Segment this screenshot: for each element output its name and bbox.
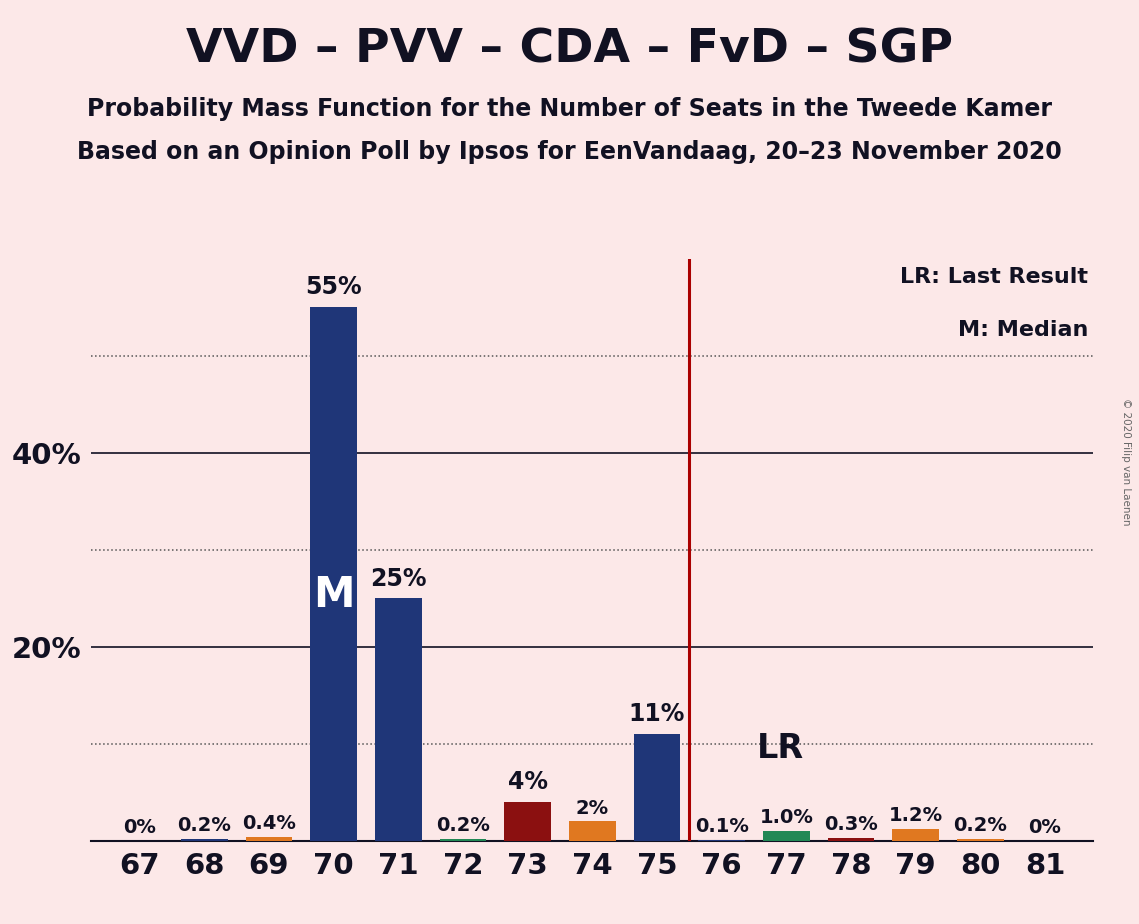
Text: 0%: 0% (123, 818, 156, 837)
Text: 11%: 11% (629, 702, 686, 726)
Text: 0%: 0% (1029, 818, 1062, 837)
Text: 4%: 4% (508, 771, 548, 795)
Bar (375, 599, 421, 841)
Text: LR: Last Result: LR: Last Result (901, 267, 1089, 287)
Bar (828, 838, 875, 841)
Bar (698, 840, 745, 841)
Bar (957, 839, 1003, 841)
Bar (570, 821, 615, 841)
Text: LR: LR (757, 732, 804, 765)
Text: 0.1%: 0.1% (695, 817, 748, 836)
Text: 0.2%: 0.2% (953, 816, 1007, 835)
Text: 1.0%: 1.0% (760, 808, 813, 827)
Bar (892, 829, 939, 841)
Bar (505, 802, 551, 841)
Text: 0.4%: 0.4% (241, 814, 296, 833)
Text: M: Median: M: Median (958, 320, 1089, 340)
Text: Based on an Opinion Poll by Ipsos for EenVandaag, 20–23 November 2020: Based on an Opinion Poll by Ipsos for Ee… (77, 140, 1062, 164)
Text: 25%: 25% (370, 566, 426, 590)
Text: M: M (313, 575, 354, 616)
Text: 0.2%: 0.2% (436, 816, 490, 835)
Text: 1.2%: 1.2% (888, 807, 943, 825)
Bar (181, 839, 228, 841)
Text: © 2020 Filip van Laenen: © 2020 Filip van Laenen (1121, 398, 1131, 526)
Text: 0.3%: 0.3% (825, 815, 878, 834)
Text: VVD – PVV – CDA – FvD – SGP: VVD – PVV – CDA – FvD – SGP (186, 28, 953, 73)
Text: 0.2%: 0.2% (178, 816, 231, 835)
Text: 55%: 55% (305, 275, 362, 299)
Text: Probability Mass Function for the Number of Seats in the Tweede Kamer: Probability Mass Function for the Number… (87, 97, 1052, 121)
Bar (310, 307, 357, 841)
Bar (763, 832, 810, 841)
Text: 2%: 2% (575, 798, 609, 818)
Bar (440, 839, 486, 841)
Bar (633, 734, 680, 841)
Bar (246, 837, 293, 841)
